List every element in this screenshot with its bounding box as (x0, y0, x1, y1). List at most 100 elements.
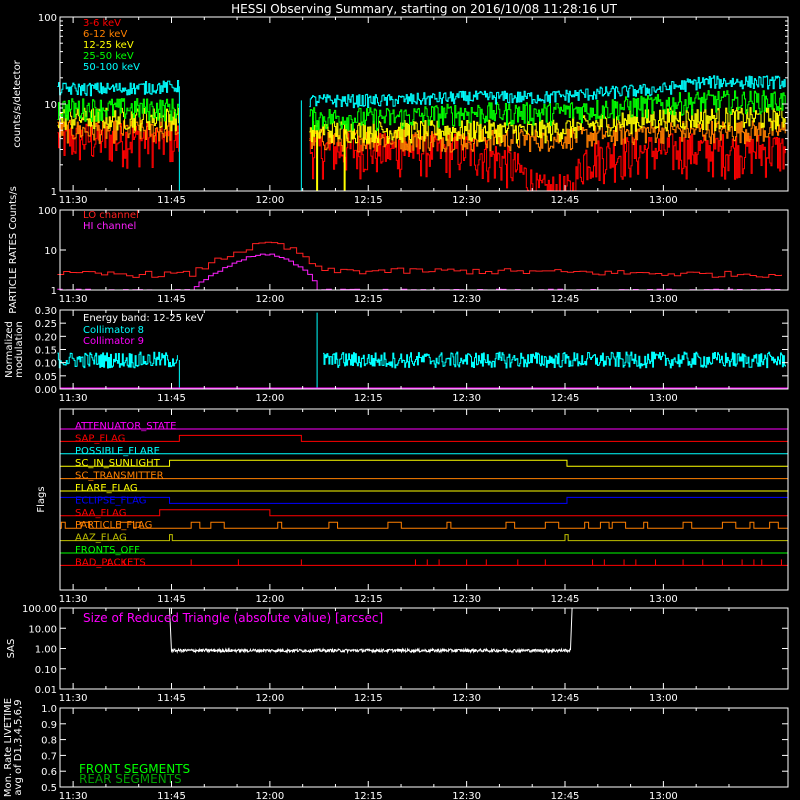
panel-1-frame (59, 209, 789, 291)
panel-5-frame (59, 707, 789, 788)
y-tick-label: 100.00 (22, 604, 57, 615)
flag-label: ECLIPSE_FLAG (75, 495, 146, 506)
legend-entry: Collimator 9 (83, 336, 144, 347)
data-gap-trace (178, 86, 302, 192)
figure-title: HESSI Observing Summary, starting on 201… (231, 2, 617, 16)
x-tick-label: 11:30 (59, 791, 88, 800)
y-tick-label: 0.01 (35, 685, 57, 696)
flag-label: AAZ_FLAG (75, 533, 127, 544)
flag-attenuator-state: ATTENUATOR_STATE (60, 421, 788, 432)
x-tick-label: 12:30 (452, 294, 481, 305)
flag-fronts-off: FRONTS_OFF (60, 545, 788, 556)
x-tick-label: 12:00 (255, 693, 284, 704)
x-tick-label: 13:00 (649, 594, 678, 605)
y-tick-label: 0.05 (35, 372, 57, 383)
flag-trace (60, 509, 788, 517)
series-line (57, 75, 786, 109)
legend-entry: 50-100 keV (83, 62, 140, 73)
y-tick-label: 0.30 (35, 306, 57, 317)
series-lo-channel-line (57, 241, 782, 278)
x-tick-label: 11:45 (157, 693, 186, 704)
x-tick-label: 13:00 (649, 693, 678, 704)
x-tick-label: 11:45 (157, 594, 186, 605)
x-tick-label: 11:30 (59, 594, 88, 605)
y-tick-label: 1.0 (41, 704, 57, 715)
x-tick-label: 12:45 (551, 393, 580, 404)
x-tick-label: 12:15 (354, 791, 383, 800)
series-25-50-kev (57, 90, 786, 132)
flag-trace (60, 459, 788, 467)
sas-triangle-line (169, 607, 573, 655)
flag-label: FLARE_FLAG (75, 483, 138, 494)
y-axis-label-part: Mon. Rate LIVETIME (3, 698, 14, 797)
x-tick-label: 11:45 (157, 195, 186, 206)
x-tick-label: 12:45 (551, 791, 580, 800)
x-tick-label: 12:15 (354, 594, 383, 605)
legend-entry: HI channel (83, 221, 136, 232)
y-tick-label: 0.00 (35, 385, 57, 396)
panel-3-frame (59, 408, 789, 591)
flag-trace (60, 534, 788, 542)
flag-label: POSSIBLE_FLARE (75, 446, 160, 457)
flag-eclipse-flag: ECLIPSE_FLAG (60, 495, 788, 506)
flag-sc-transmitter: SC_TRANSMITTER (60, 471, 788, 482)
x-tick-label: 12:00 (255, 294, 284, 305)
series-line (57, 90, 786, 132)
y-axis-label: Flags (36, 486, 47, 512)
y-axis-label: PARTICLE RATES Counts/s (8, 186, 19, 314)
y-tick-label: 0.25 (35, 319, 57, 330)
y-tick-label: 1 (51, 286, 57, 297)
x-tick-label: 12:30 (452, 693, 481, 704)
flag-label: SC_TRANSMITTER (75, 471, 164, 482)
x-tick-label: 12:15 (354, 393, 383, 404)
collimator-8-gap (178, 312, 318, 389)
x-tick-label: 12:00 (255, 791, 284, 800)
panels: 11:30 11:45 12:00 12:15 12:30 12:45 13:0011010… (3, 13, 789, 800)
x-tick-label: 13:00 (649, 294, 678, 305)
y-tick-label: 0.6 (41, 767, 57, 778)
x-tick-label: 11:30 (59, 195, 88, 206)
x-tick-label: 12:45 (551, 594, 580, 605)
panel-subtitle: Energy band: 12-25 keV (83, 313, 204, 324)
y-tick-label: 1.00 (35, 645, 57, 656)
flag-flare-flag: FLARE_FLAG (60, 483, 788, 494)
series-50-100-kev (57, 75, 786, 109)
y-tick-label: 0.10 (35, 665, 57, 676)
y-tick-label: 1 (51, 187, 57, 198)
legend-entry: 3-6 keV (83, 18, 121, 29)
flag-label: BAD_PACKETS (75, 557, 146, 568)
legend-entry: 6-12 keV (83, 29, 127, 40)
y-axis-label-part: modulation (14, 321, 25, 378)
x-tick-label: 12:45 (551, 693, 580, 704)
panel-subtitle: Size of Reduced Triangle (absolute value… (83, 611, 383, 625)
flag-particle-flag: PARTICLE_FLAG (60, 520, 788, 531)
x-tick-label: 12:00 (255, 195, 284, 206)
flag-possible-flare: POSSIBLE_FLARE (60, 446, 788, 457)
y-tick-label: 0.5 (41, 783, 57, 794)
flag-label: ATTENUATOR_STATE (75, 421, 176, 432)
x-tick-label: 13:00 (649, 791, 678, 800)
flag-label: SAA_FLAG (75, 508, 126, 519)
y-axis-label: SAS (6, 639, 17, 659)
x-tick-label: 11:45 (157, 294, 186, 305)
collimator-8-line (57, 351, 786, 369)
y-tick-label: 0.10 (35, 359, 57, 370)
x-tick-label: 11:30 (59, 294, 88, 305)
y-tick-label: 10 (44, 246, 57, 257)
y-tick-label: 0.9 (41, 720, 57, 731)
flag-trace (60, 496, 788, 504)
x-tick-label: 12:30 (452, 791, 481, 800)
x-tick-label: 11:30 (59, 393, 88, 404)
flag-saa-flag: SAA_FLAG (60, 508, 788, 519)
x-tick-label: 12:15 (354, 693, 383, 704)
x-tick-label: 12:30 (452, 594, 481, 605)
flag-label: PARTICLE_FLAG (75, 520, 152, 531)
legend-entry: 12-25 keV (83, 40, 134, 51)
flag-trace (60, 434, 788, 442)
legend-entry: LO channel (83, 210, 139, 221)
y-tick-label: 10 (44, 100, 57, 111)
x-tick-label: 12:45 (551, 195, 580, 206)
x-tick-label: 12:00 (255, 393, 284, 404)
y-axis-label-part: avg of D1,3,4,5,6,9 (13, 699, 24, 795)
y-tick-label: 0.7 (41, 751, 57, 762)
